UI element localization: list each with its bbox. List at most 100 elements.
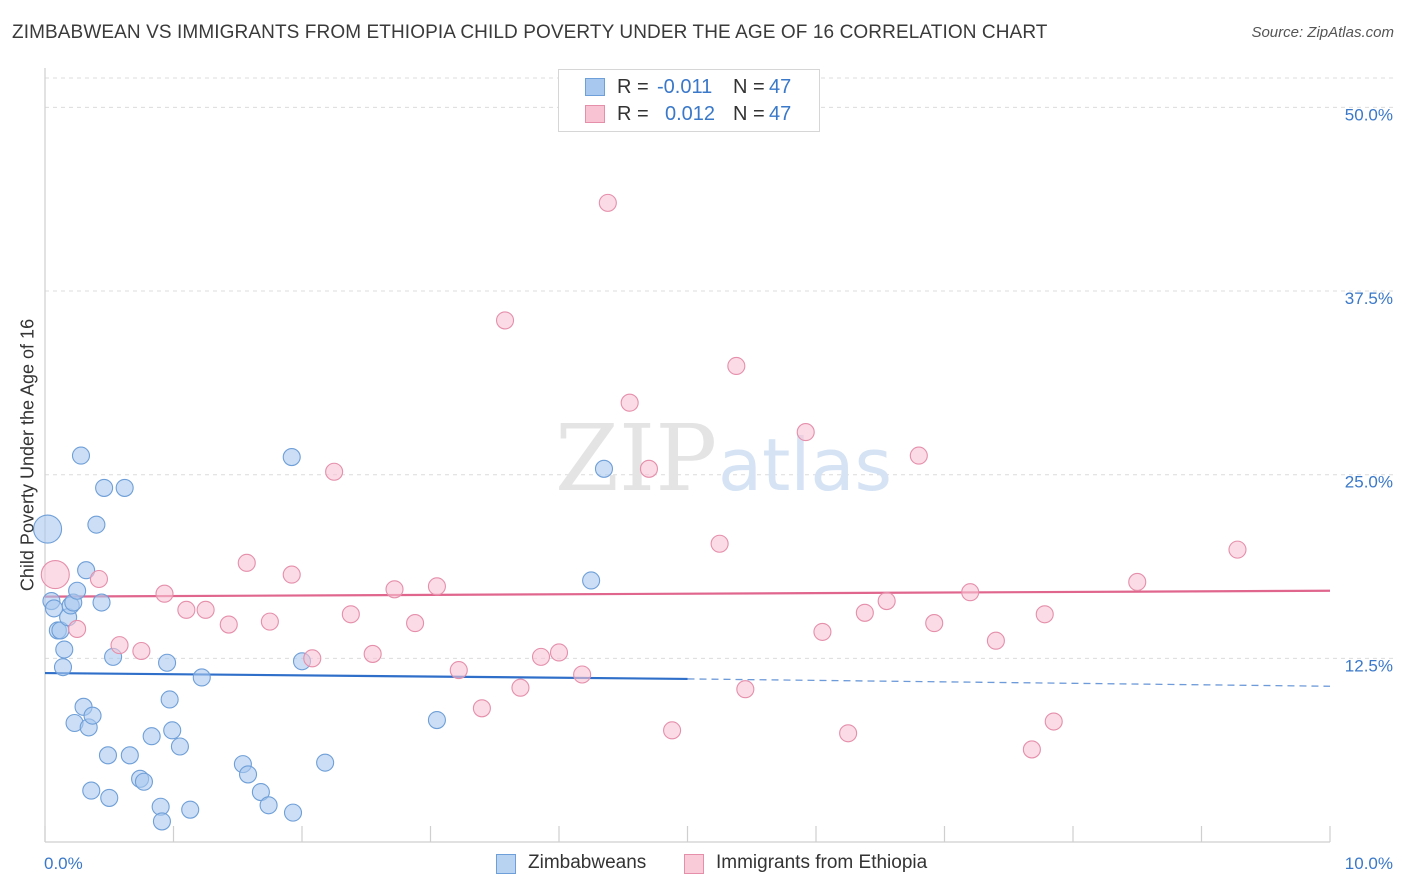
data-point <box>142 727 161 746</box>
data-point <box>427 711 446 730</box>
legend-swatch-pink <box>684 854 704 874</box>
data-point <box>1022 740 1041 759</box>
data-point <box>855 603 874 622</box>
data-point <box>1035 605 1054 624</box>
data-point <box>219 615 238 634</box>
legend-label: Zimbabweans <box>528 852 647 873</box>
data-point <box>495 311 515 330</box>
trend-line-ethiopia <box>44 589 1331 598</box>
data-point <box>710 534 729 553</box>
series-zimbabweans <box>33 446 614 831</box>
correlation-legend: R = -0.011 N = 47 R = 0.012 N = 47 <box>558 69 820 132</box>
data-point <box>582 571 601 590</box>
data-point <box>181 800 200 819</box>
data-point <box>549 643 569 662</box>
data-point <box>796 423 815 442</box>
data-point <box>325 462 344 481</box>
data-point <box>98 746 118 765</box>
data-point <box>385 580 404 599</box>
legend-swatch-blue <box>496 854 516 874</box>
data-point <box>316 753 335 772</box>
data-point <box>663 721 682 740</box>
data-point <box>68 619 87 639</box>
y-tick-label: 25.0% <box>1345 473 1393 492</box>
watermark-zip: ZIP <box>555 405 717 512</box>
data-point <box>282 448 301 467</box>
r-value: 0.012 <box>665 103 716 125</box>
data-point <box>406 614 425 633</box>
data-point <box>82 781 101 800</box>
tick-labels: 12.5% 25.0% 37.5% 50.0% 0.0% 10.0% <box>44 105 1393 873</box>
data-point <box>986 631 1005 650</box>
data-point <box>177 600 196 619</box>
data-point <box>53 658 73 677</box>
data-point <box>961 583 980 602</box>
data-point <box>598 193 617 212</box>
data-point <box>87 515 106 534</box>
data-point <box>238 765 258 784</box>
data-point <box>303 649 322 668</box>
data-point <box>170 737 189 756</box>
data-point <box>639 459 659 478</box>
data-point <box>158 653 177 672</box>
data-point <box>839 724 858 743</box>
data-point <box>95 478 114 497</box>
series-ethiopia <box>40 193 1247 759</box>
n-label: N = <box>733 76 765 98</box>
data-point <box>427 577 446 596</box>
data-point <box>71 446 91 465</box>
source-label: Source: ZipAtlas.com <box>1251 24 1394 41</box>
trend-lines <box>44 589 1331 687</box>
data-point <box>283 803 303 822</box>
data-point <box>68 581 87 600</box>
data-point <box>531 647 551 666</box>
data-points <box>33 193 1247 831</box>
data-point <box>620 393 639 412</box>
data-point <box>594 459 614 478</box>
data-point <box>925 614 944 633</box>
r-label: R = <box>617 103 649 125</box>
data-point <box>573 665 592 684</box>
y-tick-label: 37.5% <box>1345 289 1393 308</box>
n-value: 47 <box>769 103 792 125</box>
y-tick-label: 50.0% <box>1345 105 1393 124</box>
x-tick-label-max: 10.0% <box>1345 854 1393 873</box>
y-axis-label: Child Poverty Under the Age of 16 <box>17 318 38 592</box>
data-point <box>132 641 151 661</box>
data-point <box>83 706 102 725</box>
data-point <box>115 478 134 497</box>
data-point <box>40 560 70 590</box>
data-point <box>1044 712 1063 731</box>
data-point <box>134 772 153 791</box>
data-point <box>89 569 109 589</box>
data-point <box>100 788 119 807</box>
data-point <box>909 446 928 465</box>
data-point <box>155 584 174 603</box>
n-value: 47 <box>769 76 792 98</box>
data-point <box>77 561 96 580</box>
data-point <box>282 565 301 584</box>
data-point <box>55 640 74 659</box>
data-point <box>192 668 211 687</box>
data-point <box>259 796 278 815</box>
data-point <box>92 593 111 612</box>
data-point <box>1228 540 1247 559</box>
data-point <box>196 600 215 619</box>
data-point <box>472 699 491 718</box>
data-point <box>260 612 279 631</box>
data-point <box>110 636 129 655</box>
data-point <box>1128 572 1147 591</box>
data-point <box>160 690 179 709</box>
axes <box>44 68 1331 843</box>
data-point <box>449 661 468 680</box>
legend-swatch-pink <box>585 105 605 123</box>
x-tick-label-min: 0.0% <box>44 854 83 873</box>
data-point <box>736 680 755 699</box>
watermark: ZIP atlas <box>555 405 892 512</box>
chart-title: ZIMBABWEAN VS IMMIGRANTS FROM ETHIOPIA C… <box>12 22 1048 43</box>
n-label: N = <box>733 103 765 125</box>
r-value: -0.011 <box>657 76 713 98</box>
data-point <box>511 678 530 697</box>
data-point <box>727 356 746 376</box>
